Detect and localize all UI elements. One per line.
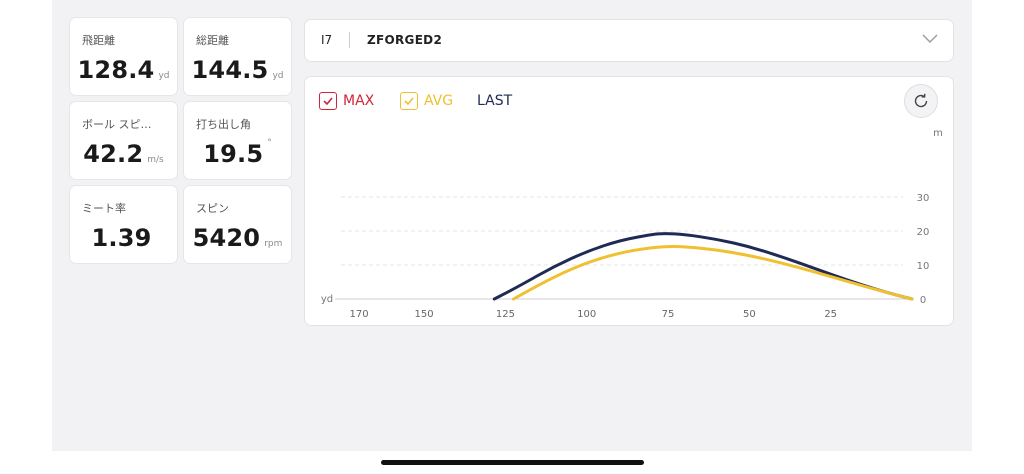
- chevron-down-icon: [922, 34, 938, 43]
- x-tick-label: 25: [824, 309, 837, 320]
- stat-value: 1.39: [70, 224, 177, 252]
- stat-number: 1.39: [91, 224, 152, 252]
- y-tick-label: 30: [917, 193, 930, 204]
- stat-value: 5420 rpm: [184, 224, 291, 252]
- stat-label: ミート率: [82, 202, 126, 215]
- stat-card-smash-factor: ミート率 1.39: [70, 186, 177, 263]
- checkmark-icon: [404, 97, 414, 106]
- stat-card-spin: スピン 5420 rpm: [184, 186, 291, 263]
- stat-card-launch-angle: 打ち出し角 19.5 °: [184, 102, 291, 179]
- x-tick-label: 125: [496, 309, 515, 320]
- y-tick-label: 20: [917, 227, 930, 238]
- checkmark-icon: [323, 97, 333, 106]
- stat-number: 19.5: [203, 140, 264, 168]
- club-model: ZFORGED2: [367, 33, 443, 47]
- stat-label: 総距離: [196, 34, 229, 47]
- x-tick-label: 100: [577, 309, 596, 320]
- stat-label: スピン: [196, 202, 229, 215]
- y-unit-label: m: [933, 128, 943, 139]
- stat-value: 128.4 yd: [70, 56, 177, 84]
- refresh-button[interactable]: [904, 84, 938, 118]
- stat-card-total: 総距離 144.5 yd: [184, 18, 291, 95]
- stat-unit: yd: [158, 71, 170, 81]
- legend-max-label: MAX: [343, 93, 375, 109]
- stat-unit: m/s: [147, 155, 164, 165]
- stat-number: 42.2: [83, 140, 144, 168]
- divider: [349, 32, 350, 48]
- max-checkbox[interactable]: [319, 92, 337, 110]
- legend-avg-label: AVG: [424, 93, 454, 109]
- stat-number: 128.4: [77, 56, 155, 84]
- stat-label: 飛距離: [82, 34, 115, 47]
- series-line-avg: [512, 244, 914, 301]
- home-indicator: [381, 460, 644, 465]
- stat-card-ball-speed: ボール スピ… 42.2 m/s: [70, 102, 177, 179]
- series-line-last: [492, 232, 914, 301]
- refresh-icon: [914, 93, 928, 108]
- stat-number: 5420: [192, 224, 261, 252]
- legend-max-toggle[interactable]: MAX: [319, 92, 374, 110]
- stat-label: 打ち出し角: [196, 118, 251, 131]
- trajectory-chart-card: MAX AVG LAST 0 10 20 30 170 150 125 100 75 50 25 m y…: [305, 77, 953, 325]
- stat-value: 19.5 °: [184, 138, 291, 168]
- stat-unit: °: [267, 138, 272, 148]
- stat-number: 144.5: [191, 56, 269, 84]
- y-tick-label: 0: [920, 295, 926, 306]
- x-tick-label: 150: [415, 309, 434, 320]
- stat-unit: yd: [272, 71, 284, 81]
- legend-last-toggle[interactable]: LAST: [477, 92, 512, 110]
- stat-label: ボール スピ…: [82, 118, 152, 131]
- legend-avg-toggle[interactable]: AVG: [400, 92, 453, 110]
- y-tick-label: 10: [917, 261, 930, 272]
- x-tick-label: 75: [662, 309, 675, 320]
- legend-last-label: LAST: [477, 93, 513, 109]
- trajectory-chart: 0 10 20 30 170 150 125 100 75 50 25 m yd: [321, 128, 943, 320]
- stat-card-carry: 飛距離 128.4 yd: [70, 18, 177, 95]
- x-unit-label: yd: [321, 294, 333, 305]
- stat-value: 42.2 m/s: [70, 140, 177, 168]
- x-tick-label: 50: [743, 309, 756, 320]
- stat-value: 144.5 yd: [184, 56, 291, 84]
- x-tick-label: 170: [349, 309, 368, 320]
- club-number: I7: [321, 33, 333, 47]
- club-selector[interactable]: I7 ZFORGED2: [305, 20, 953, 61]
- stat-unit: rpm: [264, 239, 283, 249]
- avg-checkbox[interactable]: [400, 92, 418, 110]
